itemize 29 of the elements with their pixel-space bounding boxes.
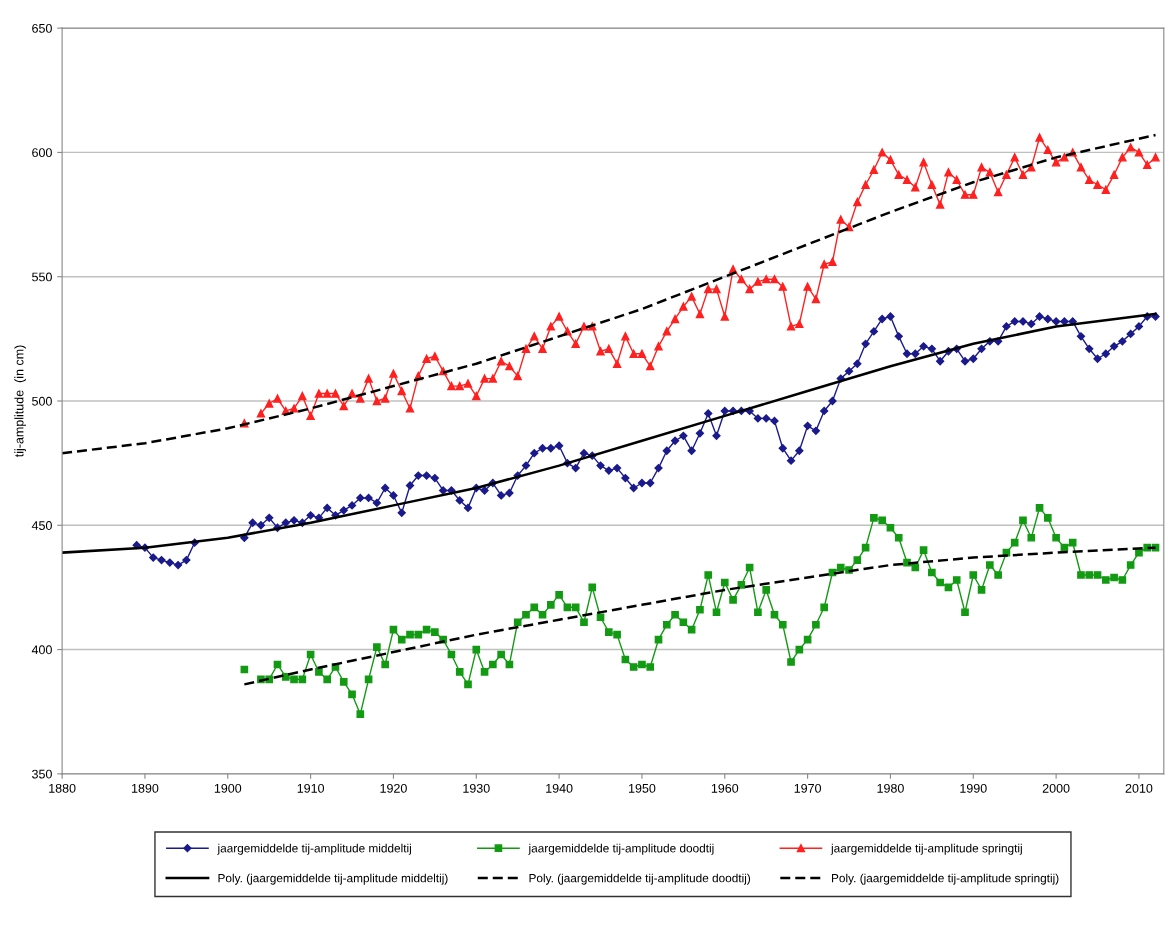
- y-axis-title: tij-amplitude (in cm): [14, 345, 26, 458]
- y-tick-label: 450: [31, 521, 52, 530]
- y-tick-label: 650: [32, 23, 52, 33]
- x-tick-label: 1960: [711, 783, 739, 793]
- x-tick-label: 1910: [297, 783, 325, 793]
- x-tick-label: 1940: [546, 783, 573, 793]
- x-tick-label: 1980: [877, 783, 904, 793]
- x-tick-label: 2000: [1042, 783, 1070, 793]
- legend-label: jaargemiddelde tij-amplitude middeltij: [217, 843, 411, 855]
- legend-label: Poly. (jaargemiddelde tij-amplitude doodtij): [529, 873, 751, 885]
- y-tick-label: 350: [32, 769, 52, 779]
- x-tick-label: 1890: [132, 783, 159, 793]
- x-tick-label: 2010: [1125, 783, 1153, 793]
- legend-label: jaargemiddelde tij-amplitude doodtij: [528, 843, 714, 855]
- legend-label: Poly. (jaargemiddelde tij-amplitude middeltij): [218, 873, 448, 885]
- legend-label: jaargemiddelde tij-amplitude springtij: [830, 843, 1022, 855]
- x-tick-label: 1950: [629, 783, 656, 793]
- x-tick-label: 1900: [214, 783, 242, 793]
- y-tick-label: 600: [32, 148, 52, 158]
- x-tick-label: 1920: [380, 783, 407, 793]
- legend-label: Poly. (jaargemiddelde tij-amplitude springtij): [832, 873, 1059, 885]
- x-tick-label: 1970: [794, 783, 822, 793]
- x-tick-label: 1990: [960, 783, 987, 793]
- x-tick-label: 1930: [463, 783, 490, 793]
- line-series: [62, 133, 1157, 455]
- y-tick-label: 550: [32, 272, 52, 282]
- x-tick-label: 1880: [49, 783, 76, 793]
- y-tick-label: 400: [31, 645, 52, 655]
- y-tick-label: 500: [32, 396, 52, 406]
